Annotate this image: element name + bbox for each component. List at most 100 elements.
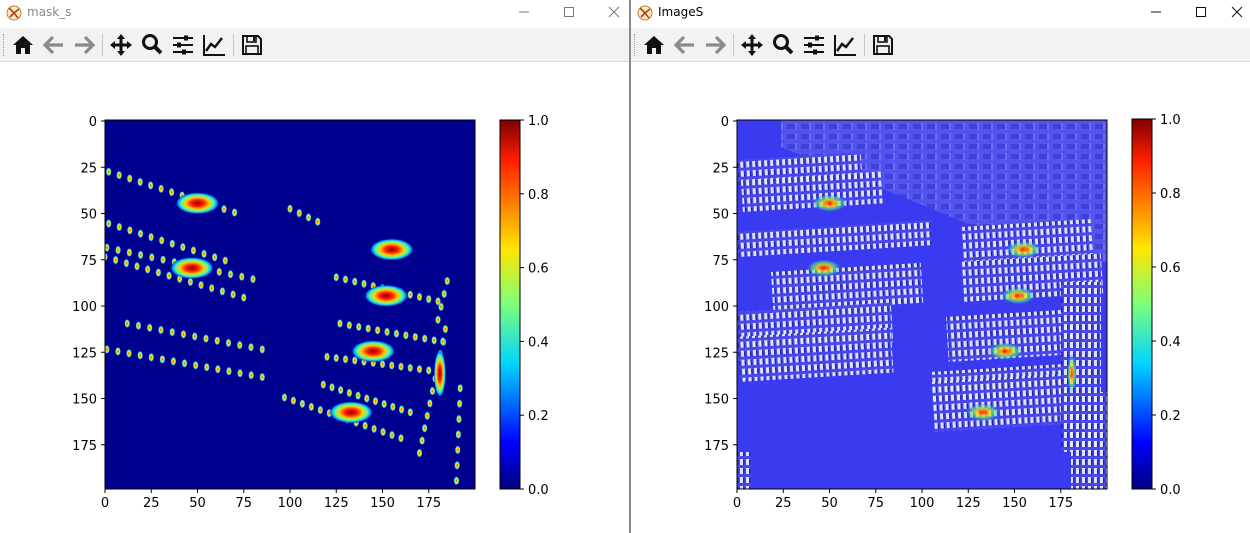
car-blob xyxy=(216,267,223,277)
title-bar[interactable]: ImageS xyxy=(631,0,1250,26)
car-blob xyxy=(388,360,395,371)
back-button[interactable] xyxy=(41,32,67,58)
y-tick-label: 100 xyxy=(72,300,97,315)
car-blob xyxy=(355,322,362,332)
back-button[interactable] xyxy=(672,32,698,58)
x-tick-label: 75 xyxy=(867,496,884,511)
car-blob xyxy=(179,242,186,252)
parking-row xyxy=(930,373,1074,432)
car-blob xyxy=(381,399,388,409)
title-bar[interactable]: mask_s xyxy=(0,0,629,26)
x-tick-label: 100 xyxy=(278,496,303,511)
save-button[interactable] xyxy=(239,32,265,58)
car-blob xyxy=(365,323,372,334)
forward-button[interactable] xyxy=(71,32,97,58)
colorbar-ticks: 0.0 0.2 0.4 0.6 0.8 1.0 xyxy=(1152,113,1181,498)
matplotlib-app-icon xyxy=(637,5,653,21)
car-blob xyxy=(453,476,460,486)
car-blob xyxy=(407,290,414,300)
car-blob xyxy=(169,239,176,249)
car-blob xyxy=(429,386,436,396)
car-blob xyxy=(351,277,358,287)
configure-subplots-button[interactable] xyxy=(170,32,196,58)
zoom-button[interactable] xyxy=(770,32,796,58)
x-tick-label: 100 xyxy=(910,496,935,511)
edit-axis-button[interactable] xyxy=(832,32,858,58)
car-blob xyxy=(421,423,428,433)
zoom-button[interactable] xyxy=(139,32,165,58)
maximize-icon xyxy=(564,7,574,17)
save-button[interactable] xyxy=(870,32,896,58)
car-blob xyxy=(333,353,340,363)
hotspot-overlay xyxy=(805,259,842,277)
car-blob xyxy=(105,219,112,229)
edit-axis-button[interactable] xyxy=(201,32,227,58)
y-tick-label: 150 xyxy=(72,393,97,408)
car-blob xyxy=(214,364,221,374)
minimize-button[interactable] xyxy=(513,3,535,21)
car-blob xyxy=(281,392,288,403)
toolbar-grip[interactable] xyxy=(634,34,638,56)
car-blob xyxy=(342,354,349,364)
car-blob xyxy=(236,340,243,350)
car-blob xyxy=(454,445,461,455)
car-blob xyxy=(147,180,154,190)
home-icon xyxy=(644,36,664,54)
car-blob xyxy=(346,388,353,398)
x-tick-label: 25 xyxy=(775,496,792,511)
hotspot-overlay xyxy=(1000,286,1037,305)
car-blob xyxy=(126,348,133,358)
toolbar-separator xyxy=(733,34,734,56)
car-blob xyxy=(320,379,327,390)
colorbar xyxy=(499,119,521,490)
car-blob xyxy=(259,344,266,354)
zoom-magnifier-icon xyxy=(773,34,794,55)
car-blob xyxy=(416,364,423,374)
car-blob xyxy=(336,318,343,329)
pan-button[interactable] xyxy=(108,32,134,58)
maximize-button[interactable] xyxy=(558,3,580,21)
y-tick-label: 175 xyxy=(72,439,97,454)
car-blob xyxy=(287,204,293,214)
parking-row xyxy=(1071,392,1107,489)
home-button[interactable] xyxy=(10,32,36,58)
car-blob xyxy=(419,436,426,446)
car-blob xyxy=(290,396,297,406)
car-blob xyxy=(363,393,370,404)
parking-row xyxy=(946,308,1094,362)
car-blob xyxy=(116,222,123,232)
hotspot xyxy=(351,340,396,363)
car-blob xyxy=(259,372,266,382)
figure-canvas[interactable]: 0 25 50 75 100 125 150 175 0 25 50 75 100 125 150 175 0… xyxy=(631,62,1250,533)
car-blob xyxy=(425,365,432,375)
hotspot xyxy=(369,238,414,261)
car-blob xyxy=(160,255,167,265)
car-blob xyxy=(361,279,367,289)
x-tick-label: 0 xyxy=(101,496,109,511)
pan-button[interactable] xyxy=(739,32,765,58)
hotspot xyxy=(329,401,374,424)
car-blob xyxy=(407,407,414,417)
toolbar-separator xyxy=(864,34,865,56)
axes-ticks: 0 25 50 75 100 125 150 175 0 25 50 75 100 125 150 175 xyxy=(704,115,1073,511)
colorbar xyxy=(1131,118,1153,490)
close-button[interactable] xyxy=(603,3,625,21)
y-tick-label: 50 xyxy=(712,208,729,223)
colorbar-tick-label: 0.4 xyxy=(1160,335,1181,350)
forward-button[interactable] xyxy=(702,32,728,58)
configure-subplots-icon xyxy=(804,35,824,55)
y-tick-label: 0 xyxy=(721,115,729,130)
home-button[interactable] xyxy=(641,32,667,58)
configure-subplots-icon xyxy=(173,35,193,55)
hotspot-overlay xyxy=(811,194,848,213)
configure-subplots-button[interactable] xyxy=(801,32,827,58)
maximize-button[interactable] xyxy=(1190,3,1212,21)
car-blob xyxy=(393,328,400,339)
window-divider xyxy=(629,0,631,533)
minimize-button[interactable] xyxy=(1145,3,1167,21)
close-button[interactable] xyxy=(1226,3,1248,21)
y-tick-label: 25 xyxy=(80,161,97,176)
toolbar-grip[interactable] xyxy=(3,34,7,56)
car-blob xyxy=(201,249,208,259)
figure-canvas[interactable]: 0 25 50 75 100 125 150 175 0 25 50 75 100 125 150 175 0… xyxy=(0,62,629,533)
